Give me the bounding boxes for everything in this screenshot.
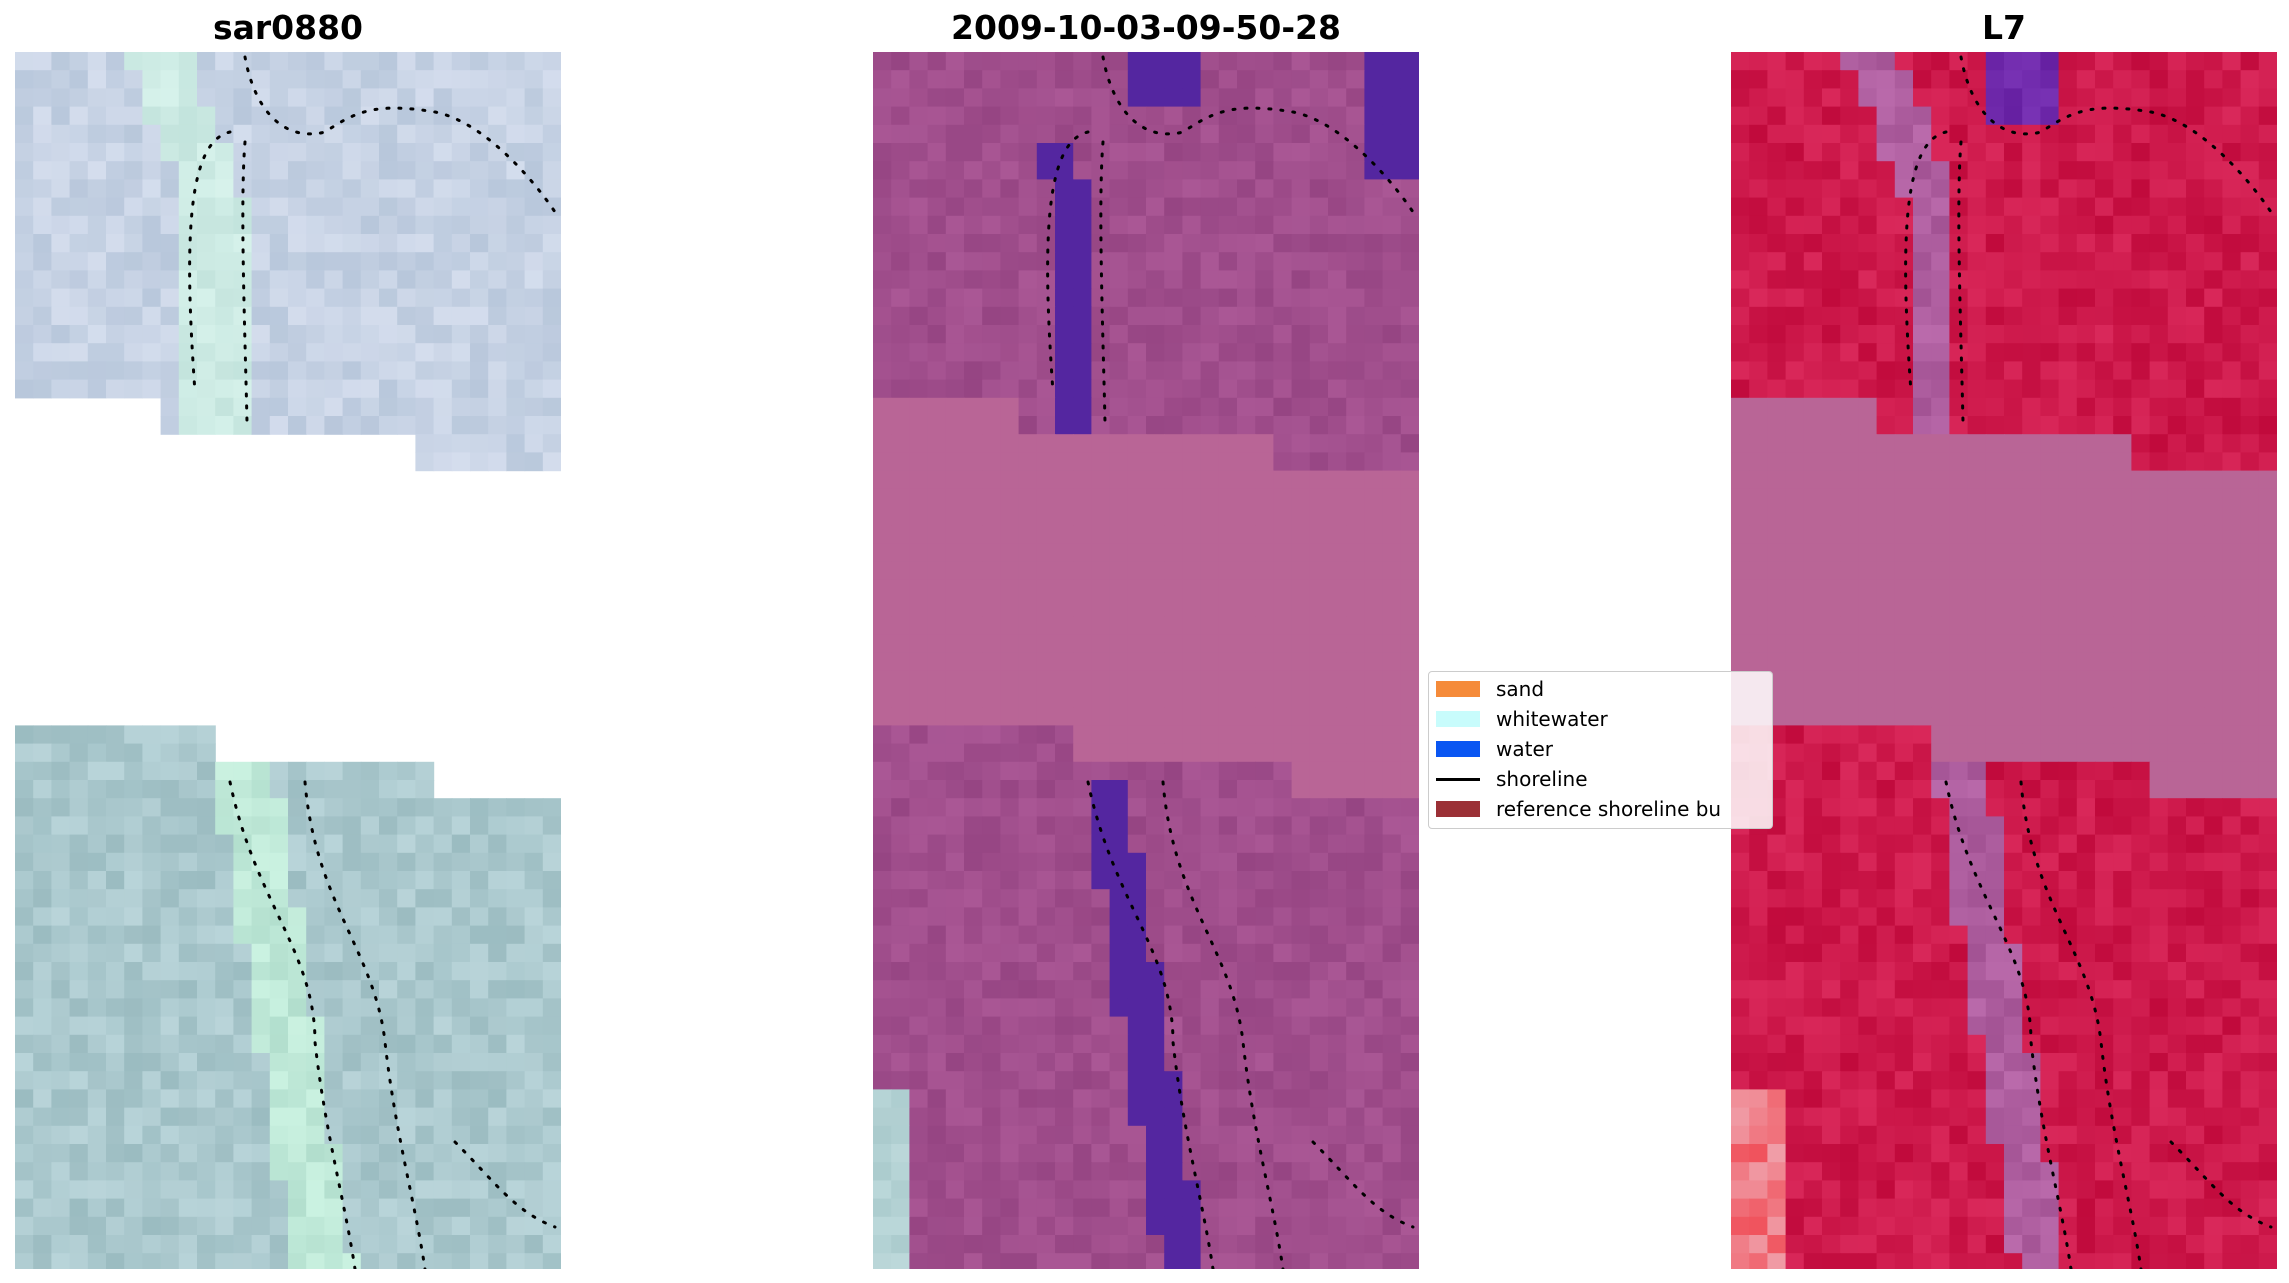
legend-item-sand: sand — [1429, 674, 1544, 704]
legend-item-shoreline: shoreline — [1429, 764, 1588, 794]
panel-title-date: 2009-10-03-09-50-28 — [951, 8, 1341, 47]
legend-label: whitewater — [1496, 707, 1608, 731]
legend-line-shoreline — [1436, 777, 1480, 781]
panel-title-l7: L7 — [1982, 8, 2026, 47]
legend-label: shoreline — [1496, 767, 1588, 791]
legend-label: water — [1496, 737, 1553, 761]
legend-swatch-sand — [1436, 681, 1480, 697]
panel-title-sar0880: sar0880 — [212, 8, 364, 47]
legend-label: sand — [1496, 677, 1545, 701]
legend: sand whitewater water shoreline referenc… — [1428, 671, 1773, 829]
legend-swatch-whitewater — [1436, 711, 1480, 727]
legend-label: reference shoreline bu — [1496, 797, 1722, 821]
legend-item-reference-shoreline: reference shoreline bu — [1429, 794, 1721, 824]
index-image-panel — [1731, 52, 2277, 1269]
rgb-image-panel — [15, 52, 561, 1269]
legend-swatch-reference — [1436, 801, 1480, 817]
legend-item-whitewater: whitewater — [1429, 704, 1608, 734]
classified-image-panel — [873, 52, 1419, 1269]
legend-item-water: water — [1429, 734, 1553, 764]
legend-swatch-water — [1436, 741, 1480, 757]
